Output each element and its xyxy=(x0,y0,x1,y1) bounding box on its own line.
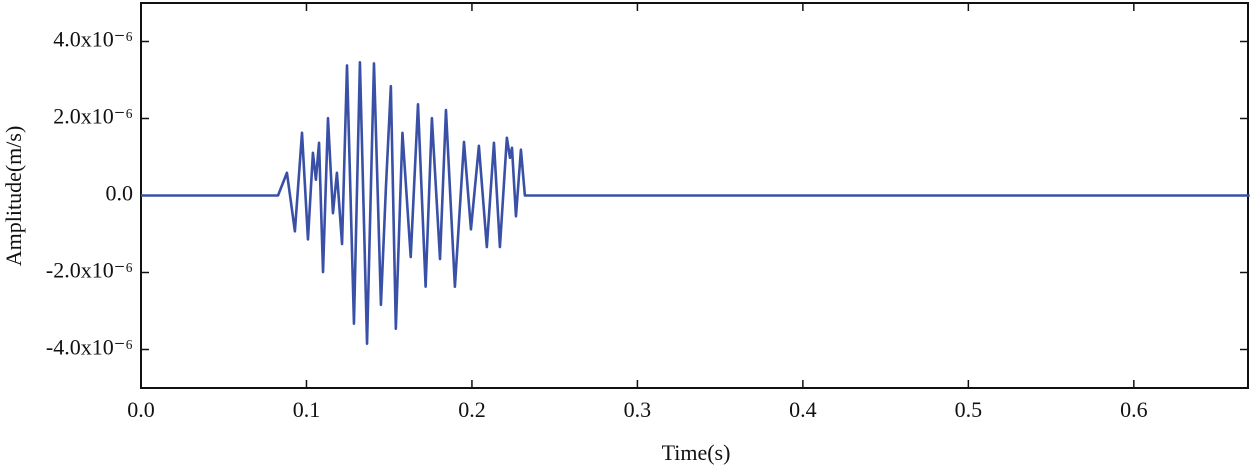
y-axis-label: Amplitude(m/s) xyxy=(1,126,26,267)
x-tick-label: 0.4 xyxy=(789,397,817,422)
x-tick-label: 0.1 xyxy=(293,397,321,422)
x-axis-label: Time(s) xyxy=(662,440,731,465)
y-tick-label: -4.0x10⁻⁶ xyxy=(46,335,133,360)
y-tick-label: -2.0x10⁻⁶ xyxy=(46,258,133,283)
y-tick-label: 2.0x10⁻⁶ xyxy=(53,104,133,129)
x-tick-label: 0.3 xyxy=(624,397,652,422)
x-tick-label: 0.6 xyxy=(1120,397,1148,422)
x-tick-label: 0.5 xyxy=(955,397,983,422)
x-tick-label: 0.0 xyxy=(127,397,155,422)
x-tick-label: 0.2 xyxy=(458,397,486,422)
y-tick-label: 0.0 xyxy=(106,181,134,206)
data-line xyxy=(141,60,1250,346)
y-tick-label: 4.0x10⁻⁶ xyxy=(53,27,133,52)
